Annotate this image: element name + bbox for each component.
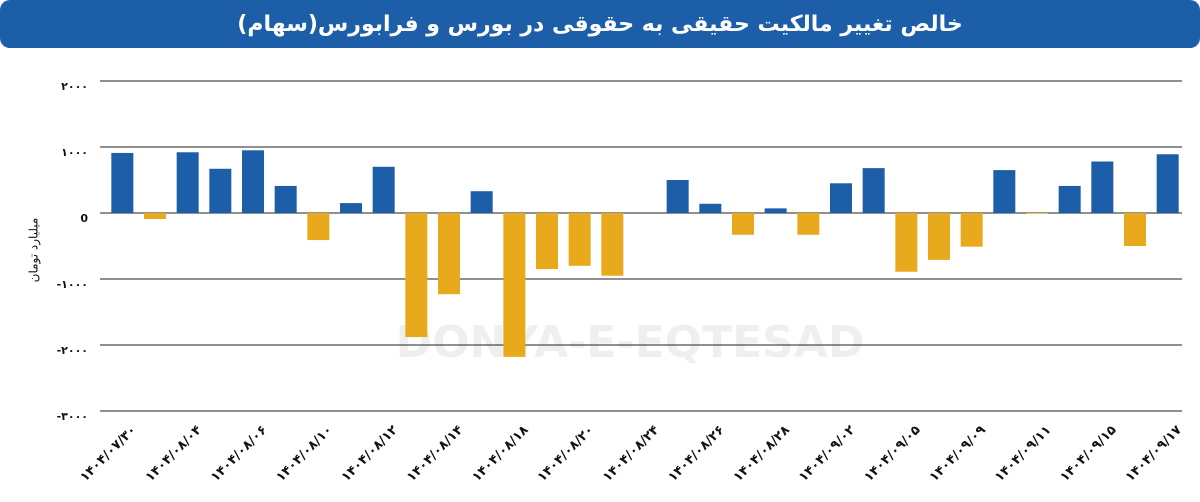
bar bbox=[666, 180, 689, 213]
y-tick-label: ۲۰۰۰ bbox=[61, 80, 88, 93]
bar bbox=[797, 213, 820, 235]
bar bbox=[209, 168, 232, 213]
bar bbox=[1091, 161, 1114, 213]
bar bbox=[699, 203, 722, 213]
bar bbox=[111, 152, 134, 213]
bar bbox=[732, 213, 754, 235]
bar bbox=[764, 208, 787, 213]
bar bbox=[372, 166, 395, 213]
header-bar bbox=[0, 0, 1200, 48]
watermark: DONYA-E-EQTESAD bbox=[396, 317, 865, 368]
bar bbox=[601, 213, 624, 276]
y-tick-label: -۳۰۰۰ bbox=[57, 410, 88, 423]
y-tick-label: 0 bbox=[80, 212, 88, 225]
bar bbox=[274, 185, 297, 213]
bar bbox=[830, 183, 852, 213]
bar bbox=[144, 213, 166, 219]
bar bbox=[536, 213, 558, 270]
bar bbox=[438, 213, 460, 295]
bar bbox=[405, 213, 428, 338]
y-tick-label: ۱۰۰۰ bbox=[61, 146, 88, 159]
bar bbox=[503, 213, 526, 357]
bar bbox=[176, 152, 199, 213]
bar bbox=[928, 213, 950, 260]
bar bbox=[1156, 154, 1179, 213]
bar bbox=[568, 213, 591, 266]
bar bbox=[470, 191, 493, 213]
bar bbox=[993, 170, 1016, 213]
y-tick-label: -۲۰۰۰ bbox=[57, 344, 88, 357]
bar bbox=[242, 150, 264, 213]
bar bbox=[1058, 185, 1081, 213]
y-tick-label: -۱۰۰۰ bbox=[57, 278, 88, 291]
bar bbox=[1026, 213, 1048, 214]
bar bbox=[895, 213, 918, 272]
bar bbox=[307, 213, 330, 241]
bar bbox=[1124, 213, 1146, 246]
bar bbox=[862, 168, 885, 213]
chart-title: خالص تغییر مالکیت حقیقی به حقوقی در بورس… bbox=[237, 12, 962, 37]
bar bbox=[340, 203, 362, 213]
bar bbox=[960, 213, 983, 247]
y-axis-label: میلیارد تومان bbox=[27, 218, 42, 283]
